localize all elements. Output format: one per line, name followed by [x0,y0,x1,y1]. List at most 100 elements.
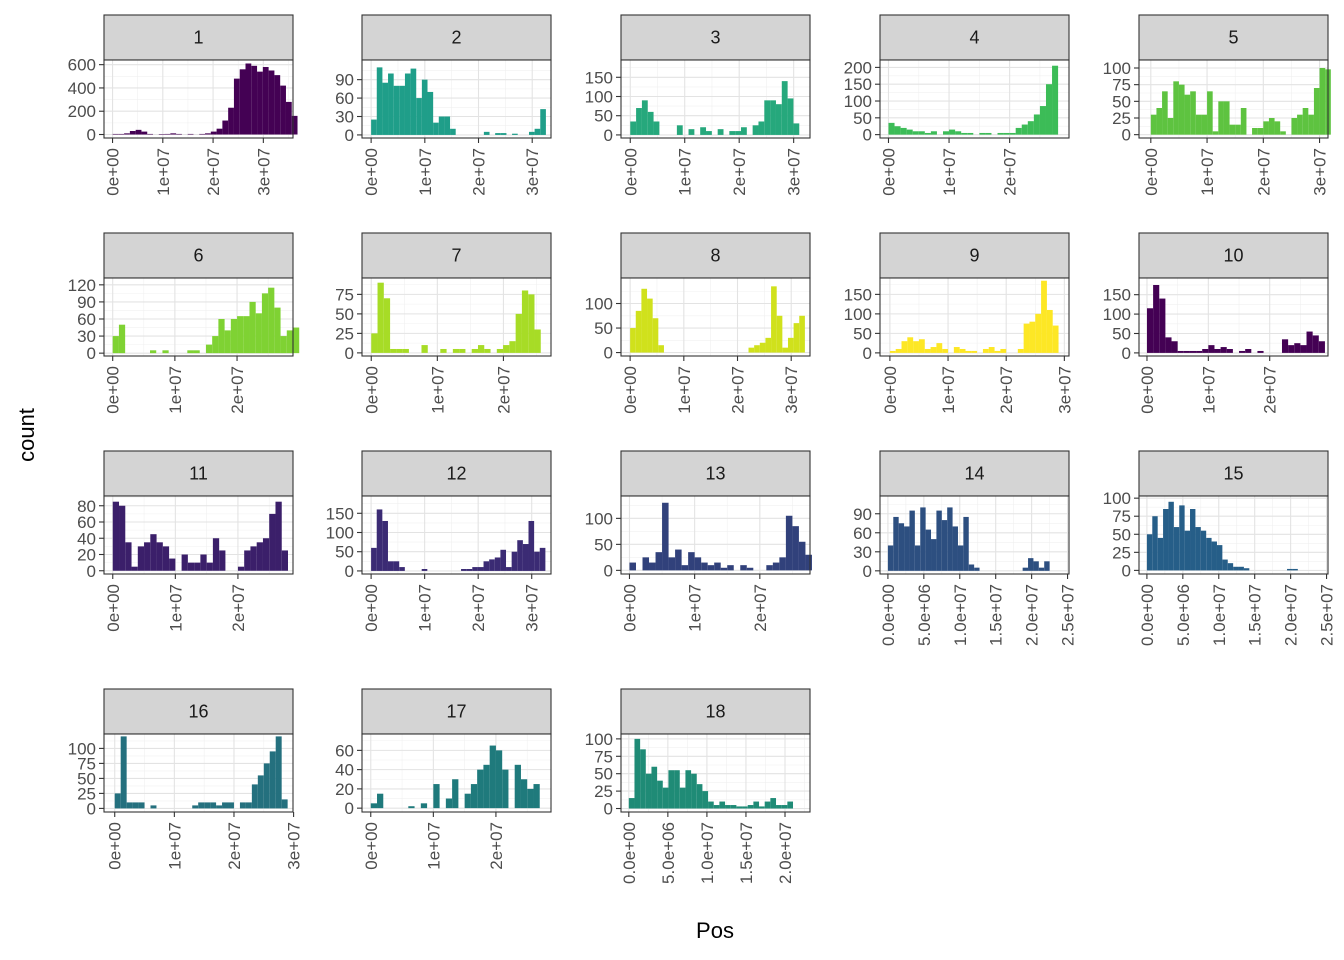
histogram-bar [895,348,902,353]
y-tick-label: 100 [68,739,96,758]
histogram-bar [1041,280,1047,353]
histogram-bar [1052,65,1059,135]
histogram-bar [464,793,471,809]
histogram-bar [251,65,258,135]
y-axis: 0 50 100 [585,509,621,580]
histogram-bar [889,350,896,353]
histogram-bar [262,66,269,135]
facet-strip-label: 8 [710,246,720,266]
histogram-bar [370,803,378,809]
panel-border [103,495,294,575]
y-tick-label: 0 [87,799,96,818]
histogram-bar [150,534,157,571]
histogram-bar [262,538,270,571]
histogram-bar [433,122,439,135]
histogram-bar [433,784,440,809]
histogram-bars [887,507,1050,571]
histogram-bar [477,567,484,571]
histogram-bars [630,81,800,135]
y-tick-label: 0 [1122,344,1131,363]
histogram-bar [1263,121,1269,135]
histogram-bar [1291,118,1298,135]
histogram-bar [1027,121,1034,135]
y-tick-label: 0 [604,561,613,580]
histogram-bar [421,345,428,353]
histogram-bar [459,348,466,353]
histogram-bar [653,121,660,135]
histogram-bar [1300,345,1307,353]
y-tick-label: 50 [594,107,613,126]
y-tick-label: 40 [77,529,96,548]
y-tick-label: 30 [77,327,96,346]
histogram-bar [947,507,953,571]
histogram-bar [511,551,518,571]
facet-strip-label: 12 [446,464,466,484]
histogram-bar [517,540,523,571]
histogram-bar [1023,323,1030,353]
histogram-bar [440,348,447,353]
histogram-bar [942,348,949,353]
histogram-bar [438,116,445,135]
histogram-bar [887,545,894,571]
histogram-bar [1184,530,1191,571]
histogram-bar [1274,121,1281,135]
histogram-bar [470,784,478,809]
histogram-bar [1216,545,1223,571]
histogram-bar [257,71,263,135]
histogram-bar [1268,118,1275,135]
histogram-bar [126,802,133,809]
panel-border [103,59,294,139]
histogram-bar [918,339,925,353]
histogram-bar [754,345,760,353]
histogram-bar [1280,131,1286,135]
histogram-bar [729,131,736,135]
x-tick-label: 2e+07 [1001,148,1020,196]
y-tick-label: 50 [1112,324,1131,343]
histogram-bar [1162,91,1168,135]
histogram-bar [377,793,384,809]
histogram-bar [1179,505,1185,571]
histogram-bar [1287,568,1293,571]
facet-strip-label: 18 [705,702,725,722]
x-axis: 0e+00 1e+07 2e+07 [362,356,513,414]
histogram-bar [914,545,921,571]
y-tick-label: 0 [863,344,872,363]
histogram-bar [1238,566,1244,571]
histogram-bar [192,805,199,809]
histogram-bar [792,526,799,571]
histogram-bar [285,101,292,135]
histogram-bar [952,526,958,571]
histogram-bar [228,802,234,809]
histogram-bar [200,554,207,571]
x-tick-label: 1e+07 [939,366,958,414]
histogram-bar [787,337,794,353]
y-tick-label: 100 [585,88,613,107]
histogram-bar [477,769,484,809]
histogram-bar [170,133,177,135]
histogram-bar [162,350,169,354]
y-tick-label: 50 [1112,92,1131,111]
histogram-bar [222,802,229,809]
histogram-bar [263,763,270,809]
histogram-bar [629,562,636,571]
histogram-bar [520,779,528,809]
panel-border [361,733,552,813]
histogram-bar [1218,101,1224,135]
y-tick-label: 0 [345,799,354,818]
histogram-bar [118,324,126,354]
histogram-bar [1167,118,1174,135]
histogram-bar [150,350,157,354]
histogram-bar [1243,568,1250,571]
y-tick-label: 40 [335,761,354,780]
histogram-bar [245,63,252,135]
histogram-bar [1308,114,1314,135]
histogram-bar [416,98,422,135]
histogram-bar [913,341,919,353]
histogram-bar [675,549,682,571]
histogram-bar [147,133,154,135]
facet-strip [361,14,552,61]
